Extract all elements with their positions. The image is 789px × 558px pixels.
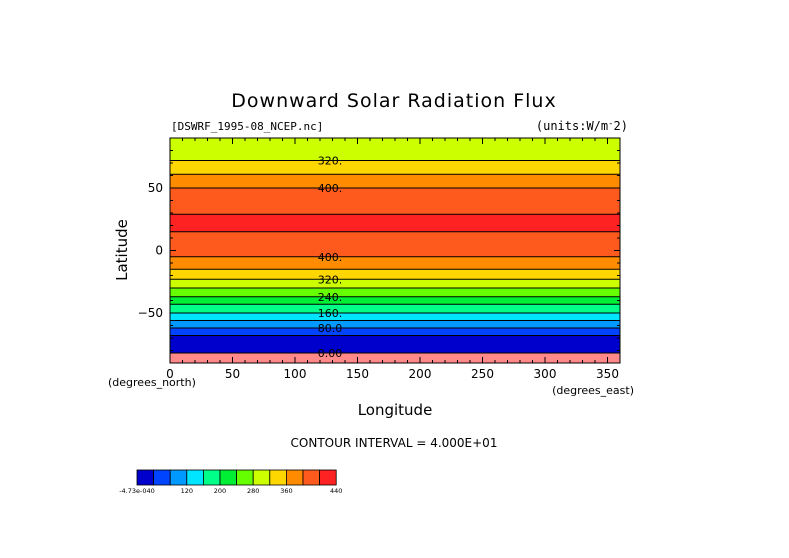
colorbar-tick-label: 440: [330, 487, 342, 495]
contour-band: [170, 269, 620, 280]
contour-band: [170, 231, 620, 257]
x-axis-label: Longitude: [358, 401, 433, 419]
colorbar-tick-label: 200: [214, 487, 226, 495]
contour-band: [170, 188, 620, 215]
colorbar-swatch: [269, 469, 287, 486]
colorbar-swatch: [302, 469, 321, 486]
colorbar-tick-label: 120: [181, 487, 193, 495]
contour-label: 80.0: [318, 322, 343, 335]
contour-label: 400.: [318, 182, 343, 195]
dataset-label: [DSWRF_1995-08_NCEP.nc]: [171, 120, 323, 133]
x-unit-label: (degrees_east): [552, 384, 634, 397]
y-axis: 50 0 −50: [138, 137, 620, 364]
contour-band: [170, 320, 620, 328]
x-tick-label: 150: [346, 367, 369, 381]
y-unit-label: (degrees_north): [108, 376, 196, 389]
units-label: (units:W/m-2): [536, 119, 628, 133]
colorbar-swatch: [136, 469, 155, 486]
contour-band: [170, 296, 620, 305]
contour-band: [170, 160, 620, 175]
contour-labels: 320. 400. 400. 320. 240. 160. 80.0 0.00: [318, 155, 343, 361]
contour-band: [170, 256, 620, 270]
contour-band: [170, 138, 620, 161]
colorbar-swatch: [169, 469, 188, 486]
colorbar-swatch: [252, 469, 271, 486]
contour-band: [170, 313, 620, 321]
contour-band: [170, 353, 620, 363]
contour-label: 400.: [318, 251, 343, 264]
colorbar-labels: -4.73e-040 120 200 280 360 440: [119, 487, 342, 495]
y-tick-label: 50: [148, 181, 163, 195]
contour-band: [170, 335, 620, 353]
x-tick-label: 350: [596, 367, 619, 381]
contour-label: 320.: [318, 155, 343, 168]
contour-band: [170, 328, 620, 336]
y-axis-label: Latitude: [113, 219, 131, 281]
colorbar-swatch: [153, 469, 171, 486]
chart-title: Downward Solar Radiation Flux: [231, 90, 556, 112]
colorbar: [136, 469, 337, 486]
contour-label: 240.: [318, 291, 343, 304]
contour-band: [170, 304, 620, 313]
x-tick-label: 0: [166, 367, 174, 381]
x-tick-label: 300: [534, 367, 557, 381]
contour-label: 0.00: [318, 347, 343, 360]
contour-band: [170, 214, 620, 232]
colorbar-swatch: [285, 469, 304, 486]
contour-label: 320.: [318, 273, 343, 286]
contour-band: [170, 288, 620, 297]
y-tick-label: 0: [155, 244, 163, 258]
x-tick-label: 250: [471, 367, 494, 381]
y-tick-label: −50: [138, 306, 163, 320]
contour-label: 160.: [318, 307, 343, 320]
x-tick-label: 100: [284, 367, 307, 381]
x-tick-label: 200: [409, 367, 432, 381]
contour-interval-text: CONTOUR INTERVAL = 4.000E+01: [291, 436, 498, 450]
contour-band: [170, 174, 620, 188]
colorbar-swatch: [319, 469, 337, 486]
colorbar-swatch: [202, 469, 221, 486]
contour-band: [170, 279, 620, 288]
x-axis: 0 50 100 150 200 250 300 350: [166, 138, 621, 381]
colorbar-tick-label: -4.73e-040: [119, 487, 155, 495]
colorbar-swatch: [219, 469, 238, 486]
x-tick-label: 50: [225, 367, 240, 381]
colorbar-swatch: [236, 469, 254, 486]
colorbar-tick-label: 280: [247, 487, 259, 495]
colorbar-tick-label: 360: [280, 487, 292, 495]
contour-bands: [170, 138, 620, 363]
contour-lines: [170, 160, 620, 354]
colorbar-swatch: [186, 469, 204, 486]
